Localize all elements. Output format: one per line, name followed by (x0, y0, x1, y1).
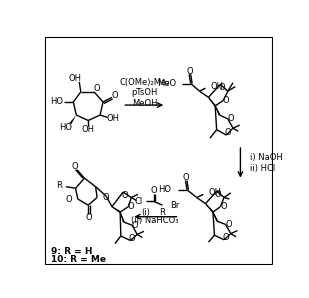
Text: O: O (222, 233, 229, 242)
Text: O: O (151, 186, 158, 195)
Text: R: R (159, 208, 165, 217)
Text: O: O (93, 84, 100, 93)
Text: O: O (220, 202, 227, 211)
Text: OH: OH (82, 125, 95, 134)
Polygon shape (112, 207, 121, 213)
Text: O: O (223, 96, 230, 105)
Text: OH: OH (107, 114, 120, 123)
Text: O: O (121, 191, 128, 200)
Text: O: O (129, 234, 135, 243)
Text: OH: OH (211, 82, 224, 91)
Text: OH: OH (68, 74, 81, 83)
Text: OH: OH (209, 188, 222, 197)
Text: O: O (215, 190, 222, 199)
Text: O: O (132, 221, 138, 230)
Text: O: O (218, 83, 225, 92)
Text: O: O (65, 195, 72, 204)
Text: 10: R = Me: 10: R = Me (51, 254, 106, 263)
Text: R: R (56, 181, 62, 190)
Polygon shape (215, 106, 220, 115)
Polygon shape (70, 115, 76, 124)
Text: O: O (225, 220, 232, 229)
Polygon shape (205, 204, 214, 213)
Text: Cl: Cl (134, 197, 142, 206)
Text: O: O (227, 114, 234, 123)
Text: O: O (102, 193, 109, 202)
Text: O: O (128, 202, 135, 211)
Text: 9: R = H: 9: R = H (51, 247, 93, 256)
Text: O: O (224, 128, 231, 137)
Polygon shape (213, 212, 218, 222)
Polygon shape (120, 212, 125, 222)
Text: i) NaOH
ii) HCl: i) NaOH ii) HCl (250, 153, 283, 173)
Text: HO: HO (50, 97, 63, 106)
Text: HO: HO (59, 123, 72, 132)
Text: O: O (187, 67, 193, 76)
Text: (ii) NaHCO₃: (ii) NaHCO₃ (131, 216, 179, 225)
Text: HO: HO (158, 185, 171, 194)
Text: MeO: MeO (157, 79, 176, 88)
Polygon shape (209, 97, 216, 106)
Text: Br: Br (170, 201, 179, 210)
Text: O: O (112, 91, 118, 100)
Text: (i): (i) (142, 208, 150, 217)
Text: O: O (183, 173, 189, 182)
Text: O: O (71, 162, 78, 171)
Text: C(OMe)₂Me₂
pTsOH
MeOH: C(OMe)₂Me₂ pTsOH MeOH (119, 78, 170, 108)
Text: O: O (86, 213, 92, 222)
